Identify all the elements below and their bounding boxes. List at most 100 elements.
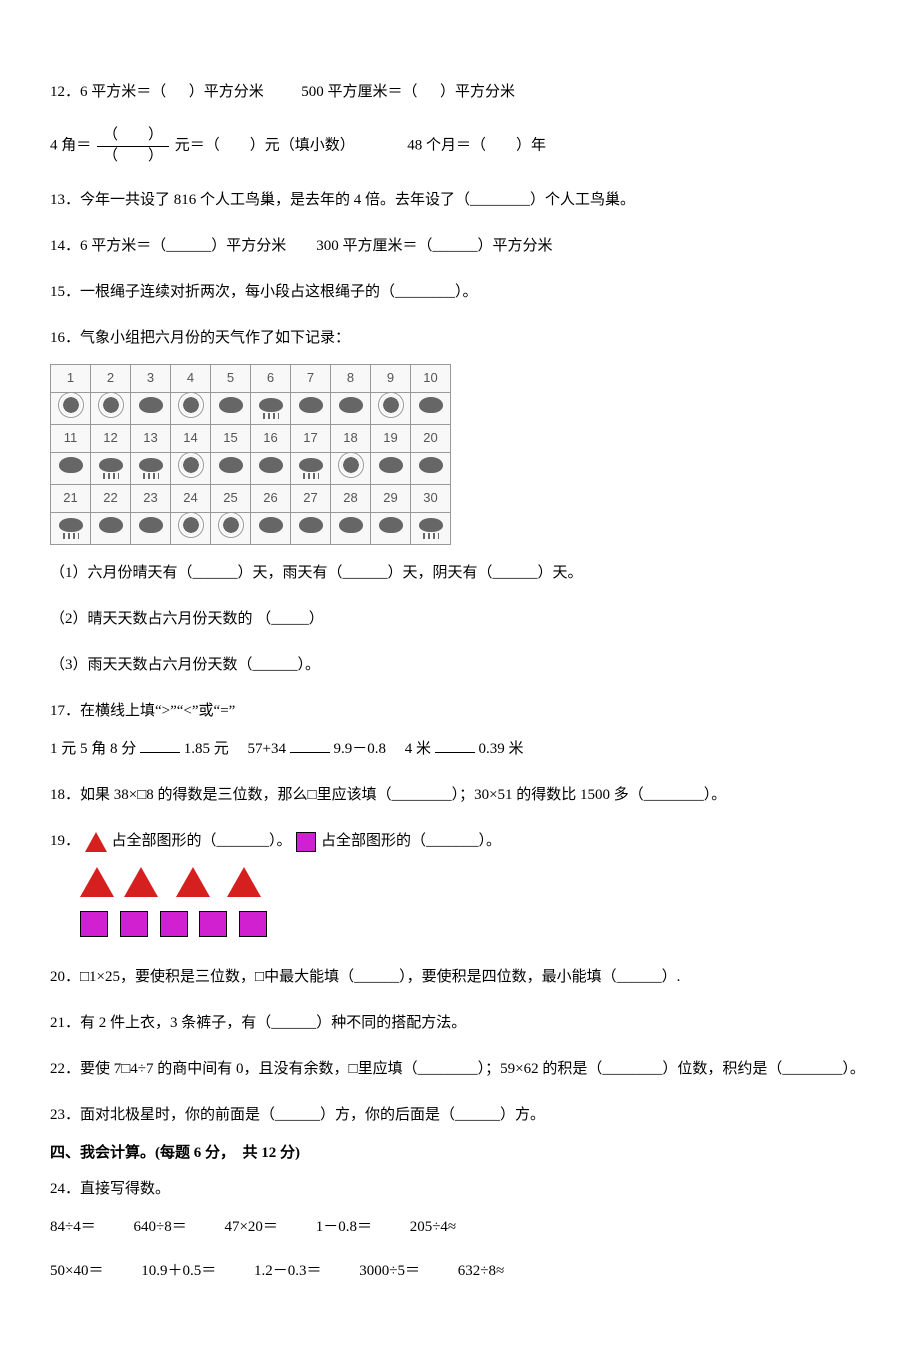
calendar-weather-cell	[371, 393, 411, 425]
sunny-icon	[341, 455, 361, 475]
calendar-weather-cell	[251, 453, 291, 485]
calc-item: 1－0.8＝	[316, 1215, 372, 1239]
calendar-weather-cell	[331, 513, 371, 545]
question-19: 19． 占全部图形的（_______）。 占全部图形的（_______）。	[50, 829, 870, 853]
question-15: 15．一根绳子连续对折两次，每小段占这根绳子的（________）。	[50, 280, 870, 304]
question-21: 21．有 2 件上衣，3 条裤子，有（______）种不同的搭配方法。	[50, 1011, 870, 1035]
calendar-day-number: 17	[291, 425, 331, 453]
calendar-weather-cell	[251, 513, 291, 545]
triangle-shape	[227, 867, 261, 897]
q17-b: 1.85 元	[184, 741, 229, 757]
rainy-icon	[139, 458, 163, 472]
question-16-2: （2）晴天天数占六月份天数的 （_____）	[50, 607, 870, 631]
calendar-weather-cell	[331, 393, 371, 425]
calendar-day-number: 8	[331, 365, 371, 393]
calendar-weather-cell	[51, 453, 91, 485]
q12-part1-pre: 12．6 平方米＝（	[50, 84, 166, 100]
cloudy-icon	[59, 457, 83, 473]
fraction-denominator: （ ）	[97, 147, 169, 167]
sunny-icon	[101, 395, 121, 415]
sunny-icon	[181, 455, 201, 475]
question-16-3: （3）雨天天数占六月份天数（______）。	[50, 653, 870, 677]
q17-a: 1 元 5 角 8 分	[50, 741, 136, 757]
calendar-weather-cell	[91, 393, 131, 425]
cloudy-icon	[219, 397, 243, 413]
q24-row1: 84÷4＝ 640÷8＝ 47×20＝ 1－0.8＝ 205÷4≈	[50, 1215, 870, 1239]
cloudy-icon	[139, 397, 163, 413]
calendar-day-number: 11	[51, 425, 91, 453]
calendar-weather-cell	[51, 513, 91, 545]
calc-item: 47×20＝	[224, 1215, 277, 1239]
calc-item: 3000÷5＝	[359, 1259, 420, 1283]
sunny-icon	[181, 515, 201, 535]
calendar-weather-cell	[131, 513, 171, 545]
q17-f: 0.39 米	[479, 741, 524, 757]
q19-mid1: 占全部图形的（_______）。	[112, 833, 292, 849]
calendar-day-number: 29	[371, 485, 411, 513]
calendar-day-number: 3	[131, 365, 171, 393]
question-16-intro: 16．气象小组把六月份的天气作了如下记录：	[50, 326, 870, 350]
cloudy-icon	[219, 457, 243, 473]
question-14: 14．6 平方米＝（______）平方分米 300 平方厘米＝（______）平…	[50, 234, 870, 258]
rainy-icon	[299, 458, 323, 472]
calendar-day-number: 23	[131, 485, 171, 513]
square-shape	[120, 911, 148, 937]
calc-item: 1.2－0.3＝	[254, 1259, 322, 1283]
calendar-weather-cell	[171, 513, 211, 545]
calendar-weather-cell	[291, 513, 331, 545]
q19-triangles-row	[80, 867, 870, 905]
q17-blank2	[290, 738, 330, 753]
calendar-day-number: 13	[131, 425, 171, 453]
cloudy-icon	[339, 397, 363, 413]
rainy-icon	[259, 398, 283, 412]
calendar-day-number: 12	[91, 425, 131, 453]
calendar-day-number: 16	[251, 425, 291, 453]
calendar-day-number: 24	[171, 485, 211, 513]
rainy-icon	[59, 518, 83, 532]
calendar-weather-cell	[171, 393, 211, 425]
calendar-weather-cell	[91, 453, 131, 485]
triangle-icon	[85, 832, 107, 852]
fraction-numerator: （ ）	[97, 126, 169, 147]
q24-row2: 50×40＝ 10.9＋0.5＝ 1.2－0.3＝ 3000÷5＝ 632÷8≈	[50, 1259, 870, 1283]
q17-e: 4 米	[405, 741, 431, 757]
question-17-body: 1 元 5 角 8 分 1.85 元 57+34 9.9－0.8 4 米 0.3…	[50, 737, 870, 761]
calendar-day-number: 6	[251, 365, 291, 393]
calc-item: 640÷8＝	[133, 1215, 186, 1239]
calendar-weather-cell	[411, 513, 451, 545]
sunny-icon	[221, 515, 241, 535]
q12-part1-post: ）平方分米	[189, 84, 264, 100]
cloudy-icon	[99, 517, 123, 533]
triangle-shape	[80, 867, 114, 897]
calendar-weather-cell	[211, 453, 251, 485]
q12-part2-post: ）平方分米	[440, 84, 515, 100]
calc-item: 632÷8≈	[458, 1259, 504, 1283]
cloudy-icon	[419, 397, 443, 413]
calc-item: 84÷4＝	[50, 1215, 96, 1239]
q19-mid2: 占全部图形的（_______）。	[321, 833, 501, 849]
rainy-icon	[419, 518, 443, 532]
q17-c: 57+34	[248, 741, 286, 757]
question-23: 23．面对北极星时，你的前面是（______）方，你的后面是（______）方。	[50, 1103, 870, 1127]
q12-blank2	[421, 84, 436, 100]
calendar-day-number: 5	[211, 365, 251, 393]
calendar-weather-cell	[171, 453, 211, 485]
q12b-pre: 4 角＝	[50, 137, 91, 153]
cloudy-icon	[379, 517, 403, 533]
calendar-day-number: 2	[91, 365, 131, 393]
calc-item: 50×40＝	[50, 1259, 103, 1283]
calendar-day-number: 1	[51, 365, 91, 393]
question-22: 22．要使 7□4÷7 的商中间有 0，且没有余数，□里应填（________）…	[50, 1057, 870, 1081]
calendar-day-number: 15	[211, 425, 251, 453]
calendar-weather-cell	[51, 393, 91, 425]
calc-item: 10.9＋0.5＝	[141, 1259, 216, 1283]
sunny-icon	[381, 395, 401, 415]
question-24-intro: 24．直接写得数。	[50, 1177, 870, 1201]
calendar-weather-cell	[211, 513, 251, 545]
calendar-weather-cell	[411, 393, 451, 425]
calendar-weather-cell	[371, 513, 411, 545]
question-17-intro: 17．在横线上填“>”“<”或“=”	[50, 699, 870, 723]
calendar-day-number: 25	[211, 485, 251, 513]
question-20: 20．□1×25，要使积是三位数，□中最大能填（______），要使积是四位数，…	[50, 965, 870, 989]
q12b-part2: 48 个月＝（ ）年	[407, 137, 546, 153]
